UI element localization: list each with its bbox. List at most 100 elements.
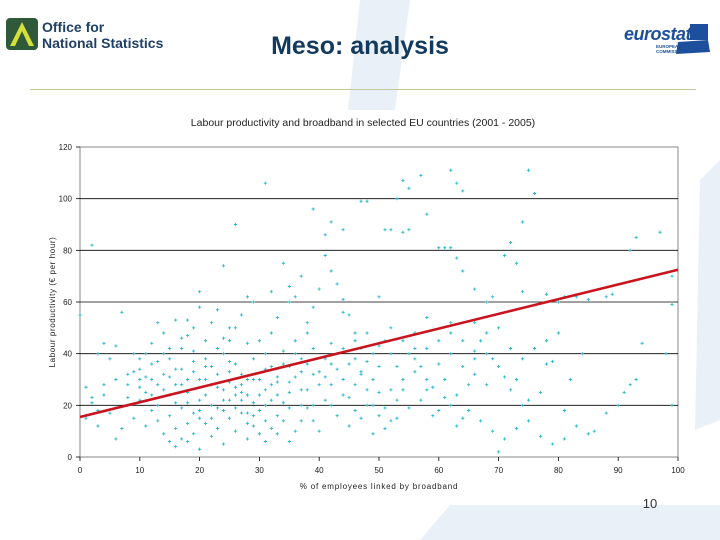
scatter-point [335,414,339,418]
scatter-point [132,370,136,374]
scatter-point [299,403,303,407]
ons-logo: Office for National Statistics [6,14,166,54]
scatter-point [508,240,513,245]
scatter-point [473,287,477,291]
scatter-point [311,305,315,309]
scatter-point [365,403,369,407]
scatter-point [437,408,441,413]
scatter-point [479,339,483,343]
scatter-point [144,352,148,356]
scatter-point [311,372,315,376]
scatter-point [263,388,267,392]
scatter-point [281,349,285,353]
scatter-point [437,362,441,366]
scatter-point [317,429,321,433]
scatter-point [114,344,118,348]
scatter-point [317,383,321,387]
scatter-point [305,362,309,366]
scatter-point [401,230,405,234]
scatter-point [461,416,465,420]
scatter-point [233,385,238,389]
scatter-point [287,390,291,395]
scatter-point [162,432,166,436]
scatter-point [556,331,560,335]
scatter-point [156,403,160,407]
scatter-point [497,450,501,454]
scatter-point [359,199,363,203]
scatter-point [132,416,136,420]
scatter-point [209,364,214,369]
scatter-point [419,173,423,178]
scatter-point [221,388,226,392]
scatter-point [156,383,160,387]
scatter-point [245,437,250,441]
scatter-point [544,362,549,366]
scatter-point [293,375,297,379]
scatter-point [275,375,279,379]
scatter-point [257,393,261,397]
scatter-point [263,403,267,407]
scatter-point [287,284,291,289]
scatter-point [670,403,674,407]
scatter-point [389,419,393,423]
scatter-point [299,419,303,423]
scatter-point [634,235,638,240]
scatter-point [245,341,250,345]
scatter-point [508,346,513,351]
scatter-point [198,398,202,402]
org-name-line2: National Statistics [42,35,164,51]
chart-title: Labour productivity and broadband in sel… [191,117,535,129]
scatter-point [664,352,668,356]
scatter-point [239,372,244,376]
scatter-point [299,370,303,374]
scatter-point [634,377,638,382]
x-tick-label: 100 [671,466,685,475]
scatter-point [514,261,519,265]
scatter-point [221,398,226,402]
scatter-point [305,406,309,410]
scatter-point [215,406,220,410]
scatter-point [293,429,297,433]
scatter-point [526,419,531,423]
scatter-point [251,414,256,418]
scatter-point [347,362,351,366]
scatter-point [114,377,118,382]
scatter-point [473,357,477,361]
scatter-point [329,383,333,387]
scatter-point [257,432,261,436]
eurostat-wordmark: eurostat [624,24,692,44]
scatter-point [562,437,566,441]
scatter-point [186,421,190,426]
scatter-point [90,243,94,247]
scatter-point [389,228,393,232]
scatter-point [174,445,178,449]
scatter-point [329,220,333,224]
scatter-point [491,357,495,361]
scatter-point [233,406,238,410]
org-name-line1: Office for [42,19,105,35]
scatter-point [251,300,256,304]
scatter-point [467,383,471,387]
scatter-point [227,416,232,420]
scatter-point [245,421,250,426]
scatter-point [227,370,232,374]
scatter-point [120,426,124,431]
scatter-point [275,380,279,384]
scatter-point [610,292,614,296]
scatter-point [221,264,226,268]
trend-line [79,268,679,419]
scatter-point [192,359,196,364]
scatter-point [508,388,513,392]
scatter-point [239,383,244,387]
scatter-point [407,406,411,410]
scatter-point [305,331,309,335]
scatter-point [329,269,333,273]
scatter-point [479,419,483,423]
background-stripe [695,160,720,430]
scatter-point [203,421,208,426]
scatter-point [126,383,130,387]
scatter-point [209,416,214,420]
scatter-point [293,352,297,356]
scatter-point [114,437,118,441]
scatter-point [239,313,244,317]
